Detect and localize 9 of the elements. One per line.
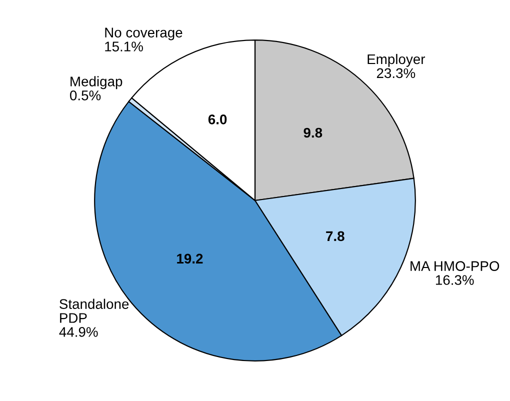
slice-label: Standalone PDP 44.9%: [59, 298, 129, 337]
slice-label: No coverage 15.1%: [105, 28, 182, 52]
data-label: 9.8: [304, 128, 322, 138]
slice-label: Medigap 0.5%: [70, 76, 122, 100]
data-label: 7.8: [326, 231, 344, 242]
data-label: 6.0: [208, 114, 227, 124]
slice-label: Employer 23.3%: [368, 54, 426, 78]
data-label: 19.2: [177, 254, 203, 264]
slice-label: MA HMO-PPO 16.3%: [410, 261, 500, 285]
